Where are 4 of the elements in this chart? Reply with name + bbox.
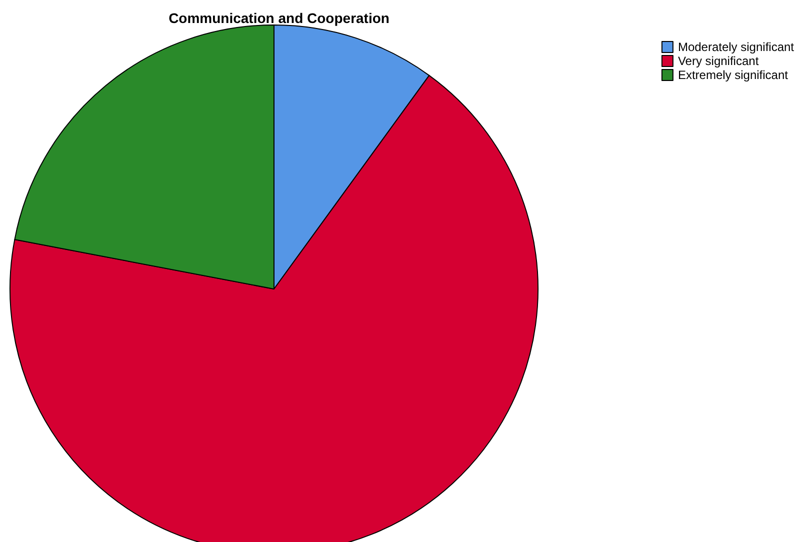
chart-title: Communication and Cooperation <box>168 10 390 26</box>
legend-label: Very significant <box>678 54 760 68</box>
legend-label: Moderately significant <box>678 40 795 54</box>
legend-label: Extremely significant <box>678 68 789 82</box>
